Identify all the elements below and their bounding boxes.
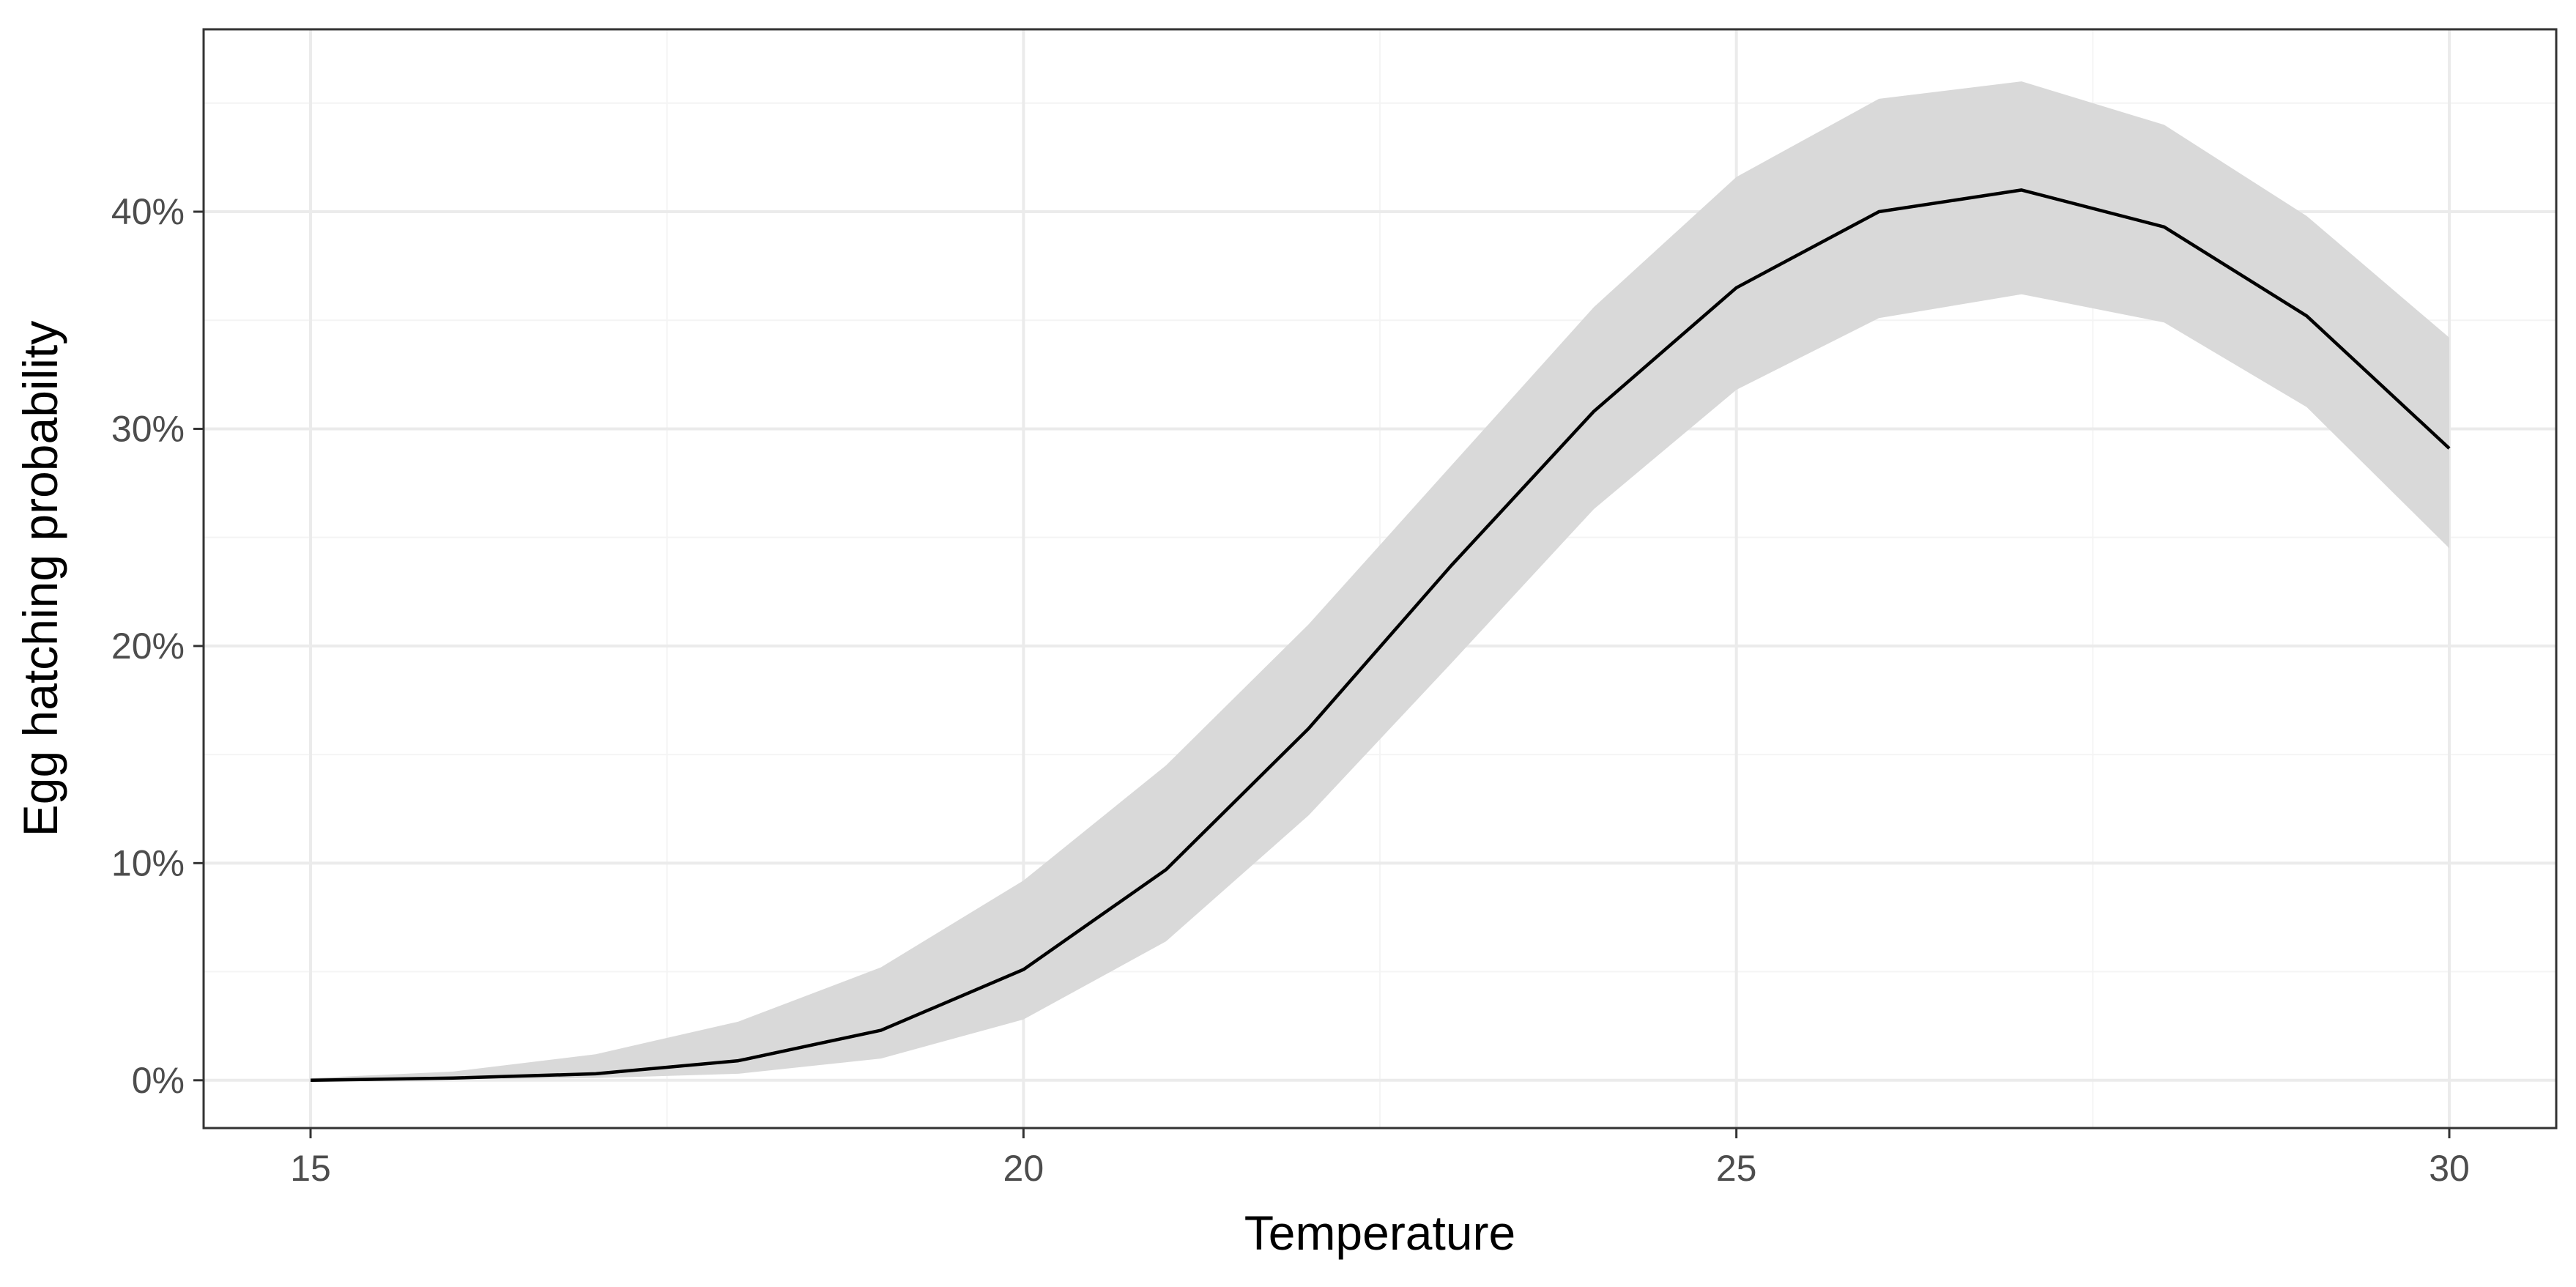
- y-tick-label: 40%: [111, 191, 185, 232]
- x-tick-label: 20: [1003, 1148, 1044, 1189]
- x-tick-label: 15: [290, 1148, 331, 1189]
- x-axis-title: Temperature: [1244, 1206, 1516, 1260]
- y-tick-label: 30%: [111, 408, 185, 449]
- y-tick-label: 20%: [111, 626, 185, 667]
- series-line: [310, 188, 2451, 1083]
- y-tick-label: 10%: [111, 842, 185, 883]
- panel-border: [202, 28, 2558, 1130]
- x-axis-ticks: 15 20 25 30: [290, 1128, 2470, 1189]
- x-tick-label: 30: [2429, 1148, 2470, 1189]
- series-line-layer: [310, 188, 2451, 1083]
- y-tick-label: 0%: [132, 1060, 185, 1101]
- confidence-band-layer: [311, 81, 2449, 1080]
- x-tick-label: 25: [1716, 1148, 1757, 1189]
- y-axis-title: Egg hatching probability: [13, 321, 67, 837]
- confidence-band: [311, 81, 2449, 1080]
- y-axis-ticks: 0% 10% 20% 30% 40%: [111, 191, 204, 1101]
